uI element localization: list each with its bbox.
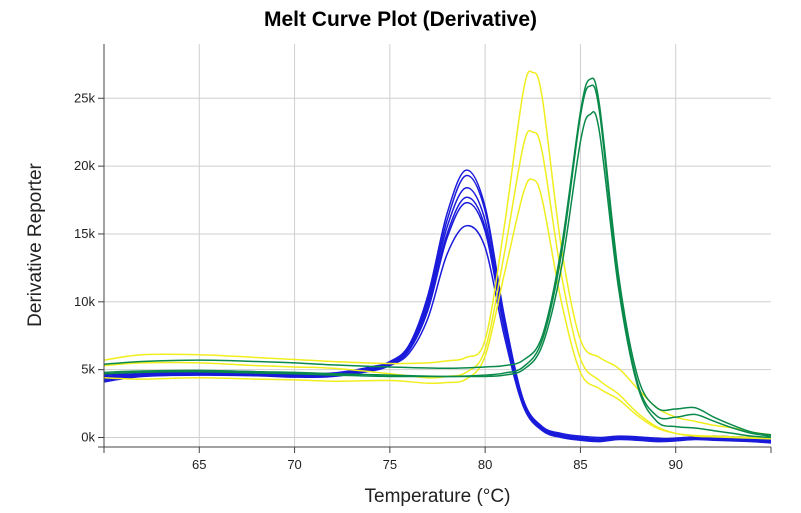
- y-tick-label: 25k: [74, 90, 95, 105]
- series-line-green-10: [103, 84, 772, 437]
- series-line-blue-5: [103, 224, 772, 444]
- grid: [104, 44, 771, 447]
- series-line-green-11: [103, 111, 772, 439]
- series-line-blue-2: [103, 187, 772, 442]
- y-tick-label: 10k: [74, 294, 95, 309]
- x-tick-label: 65: [192, 457, 206, 472]
- x-tick-label: 80: [478, 457, 492, 472]
- x-tick-label: 70: [287, 457, 301, 472]
- series-line-blue-4: [103, 202, 772, 443]
- x-tick-label: 75: [383, 457, 397, 472]
- series-group: [103, 70, 772, 444]
- chart-title: Melt Curve Plot (Derivative): [263, 8, 538, 31]
- series-line-yellow-8: [103, 178, 772, 439]
- x-tick-label: 85: [573, 457, 587, 472]
- y-axis-label: Derivative Reporter: [25, 163, 46, 327]
- axes: 65 70 75 80 85 90 0k 5k 10k 15k 20k 25k: [74, 44, 772, 472]
- x-axis-label: Temperature (°C): [364, 486, 511, 507]
- y-tick-label: 15k: [74, 226, 95, 241]
- series-line-yellow-6: [103, 70, 772, 436]
- x-tick-label: 90: [668, 457, 682, 472]
- series-line-blue-1: [103, 174, 772, 441]
- series-line-blue-0: [103, 169, 772, 440]
- y-tick-label: 5k: [81, 362, 95, 377]
- y-tick-label: 0k: [81, 430, 95, 445]
- y-tick-label: 20k: [74, 158, 95, 173]
